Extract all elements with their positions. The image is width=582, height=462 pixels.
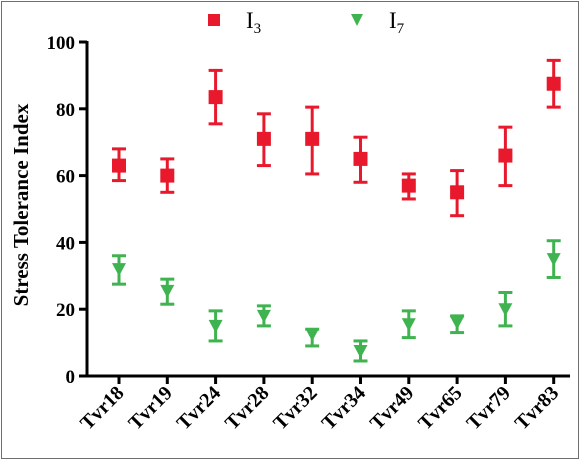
y-axis-label: Stress Tolerance Index [9, 103, 33, 306]
data-point-triangle [112, 263, 126, 277]
data-point-triangle [546, 253, 561, 267]
data-point-triangle [160, 284, 175, 298]
data-point-square [305, 131, 320, 146]
x-tick-label-tvr83: Tvr83 [511, 382, 563, 434]
data-point-square [450, 185, 465, 200]
data-point-triangle [401, 318, 416, 332]
x-tick-label-tvr49: Tvr49 [366, 382, 418, 434]
x-tick-label-tvr18: Tvr18 [76, 382, 128, 434]
y-tick-label: 80 [56, 100, 75, 121]
x-tick-label-tvr19: Tvr19 [124, 382, 176, 434]
x-tick-label-tvr28: Tvr28 [221, 382, 273, 434]
legend-label: I7 [389, 8, 405, 37]
x-tick-label-tvr32: Tvr32 [269, 382, 321, 434]
data-point-triangle [305, 328, 320, 342]
y-tick-label: 40 [56, 233, 75, 254]
data-point-square [353, 151, 368, 166]
x-tick-label-tvr79: Tvr79 [462, 382, 514, 434]
y-axis: 0 20 40 60 80 100 [47, 33, 89, 388]
legend-marker-square [208, 14, 220, 26]
legend-marker-triangle [351, 14, 363, 26]
data-point-triangle [353, 344, 368, 358]
data-point-triangle [450, 316, 465, 330]
legend: I3 I7 [208, 8, 405, 37]
y-tick-label: 0 [66, 367, 76, 388]
x-tick-label-tvr34: Tvr34 [318, 382, 370, 434]
x-tick-label-tvr65: Tvr65 [414, 382, 466, 434]
legend-label: I3 [246, 8, 261, 37]
series-i3 [112, 58, 561, 218]
y-tick-label: 100 [47, 33, 76, 54]
data-point-square [208, 90, 223, 105]
data-point-triangle [256, 309, 271, 323]
data-point-square [160, 168, 175, 183]
data-point-triangle [208, 319, 223, 333]
x-axis: Tvr18Tvr19Tvr24Tvr28Tvr32Tvr34Tvr49Tvr65… [76, 374, 570, 434]
data-point-square [256, 131, 271, 146]
data-marks [112, 58, 561, 363]
data-point-square [401, 178, 416, 193]
x-tick-label-tvr24: Tvr24 [173, 382, 225, 434]
data-point-square [112, 158, 126, 173]
data-point-square [546, 76, 561, 91]
series-i7 [112, 239, 561, 363]
data-point-triangle [498, 303, 513, 317]
y-tick-label: 20 [56, 300, 75, 321]
data-point-square [498, 148, 513, 163]
y-tick-label: 60 [56, 167, 75, 188]
